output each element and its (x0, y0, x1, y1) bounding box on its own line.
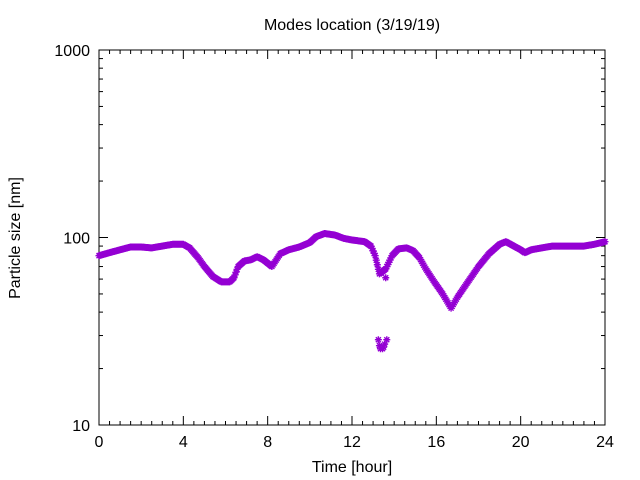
data-point (382, 274, 390, 282)
data-point (383, 336, 391, 344)
data-point (381, 340, 389, 348)
data-point (231, 271, 239, 279)
data-point (370, 249, 378, 257)
data-point (233, 265, 241, 273)
data-point (384, 260, 392, 268)
data-point (387, 254, 395, 262)
y-tick-label: 10 (72, 418, 90, 435)
data-point (386, 256, 394, 264)
x-tick-label: 8 (263, 434, 272, 451)
x-tick-label: 24 (596, 434, 614, 451)
data-point (385, 258, 393, 266)
data-point (380, 343, 388, 351)
chart-title: Modes location (3/19/19) (264, 17, 440, 34)
data-point (232, 268, 240, 276)
x-tick-label: 4 (179, 434, 188, 451)
data-point (369, 247, 377, 255)
y-tick-label: 100 (63, 231, 90, 248)
data-point (374, 336, 382, 344)
data-point (371, 252, 379, 260)
x-axis-label: Time [hour] (312, 459, 392, 476)
data-point (230, 274, 238, 282)
data-points (95, 230, 609, 353)
axis-ticks: 0 4 8 12 16 20 24 10 100 1000 (54, 43, 614, 451)
x-tick-label: 20 (512, 434, 530, 451)
data-point (601, 238, 609, 246)
data-point (383, 263, 391, 271)
x-tick-label: 12 (343, 434, 361, 451)
y-axis-label: Particle size [nm] (7, 177, 24, 299)
data-point (373, 261, 381, 269)
data-point (367, 242, 375, 250)
data-point (375, 342, 383, 350)
y-tick-label: 1000 (54, 43, 90, 60)
data-point (382, 265, 390, 273)
x-tick-label: 0 (95, 434, 104, 451)
data-point (374, 265, 382, 273)
data-point (372, 256, 380, 264)
data-point (368, 244, 376, 252)
x-tick-label: 16 (427, 434, 445, 451)
